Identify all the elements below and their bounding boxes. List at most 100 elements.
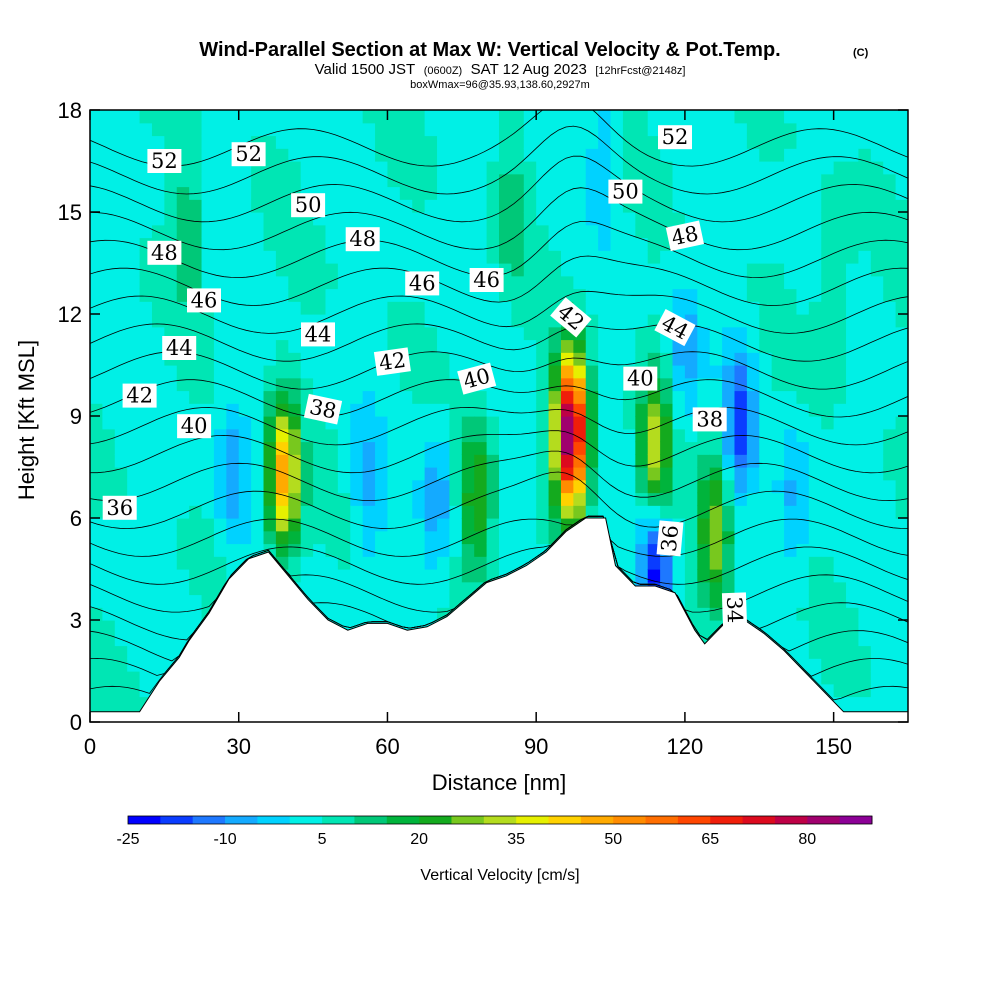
w-cell [796, 135, 810, 149]
w-cell [821, 186, 835, 200]
w-cell [511, 199, 525, 213]
w-cell [846, 530, 860, 545]
w-cell [201, 199, 215, 213]
w-cell [635, 339, 649, 353]
w-cell [213, 403, 227, 417]
w-cell [833, 428, 847, 443]
w-cell [808, 581, 822, 596]
w-cell [201, 518, 215, 532]
contour-label-text: 50 [612, 180, 639, 204]
w-cell [709, 135, 723, 149]
w-cell [821, 467, 835, 481]
contour-label-box [623, 366, 658, 391]
w-cell [102, 161, 116, 175]
w-cell [560, 365, 574, 379]
w-cell [622, 212, 636, 226]
w-cell [102, 658, 116, 672]
contour-label: 40 [457, 362, 497, 395]
contour-label-box [405, 271, 440, 296]
w-cell [127, 122, 141, 137]
w-cell [201, 212, 215, 226]
w-cell [275, 518, 289, 532]
w-cell [573, 377, 587, 392]
w-cell [833, 365, 847, 379]
w-cell [895, 275, 908, 290]
w-cell [375, 326, 389, 341]
w-cell [164, 212, 178, 226]
w-cell [300, 377, 314, 392]
w-cell [486, 212, 500, 226]
contour-label-text: 42 [377, 348, 407, 375]
w-cell [300, 454, 314, 468]
w-cell [771, 543, 785, 557]
w-cell [499, 110, 512, 124]
w-cell [139, 581, 153, 596]
w-cell [201, 326, 215, 341]
w-cell [127, 416, 141, 430]
w-cell [300, 301, 314, 315]
w-cell [213, 110, 227, 124]
w-cell [114, 620, 128, 634]
w-cell [325, 288, 339, 302]
w-cell [238, 377, 252, 392]
w-cell [722, 352, 736, 366]
w-cell [213, 224, 227, 239]
w-cell [883, 314, 897, 328]
w-cell [846, 263, 860, 277]
w-cell [275, 365, 289, 379]
w-cell [499, 390, 512, 404]
w-cell [176, 530, 190, 545]
w-cell [499, 212, 512, 226]
w-cell [114, 683, 128, 698]
w-cell [251, 212, 265, 226]
w-cell [226, 301, 240, 315]
w-cell [759, 543, 773, 557]
w-cell [288, 110, 302, 124]
w-cell [499, 135, 512, 149]
w-cell [796, 416, 810, 430]
w-cell [300, 416, 314, 430]
contour-label: 42 [122, 383, 157, 408]
w-cell [275, 148, 289, 162]
w-cell [622, 110, 636, 124]
w-cell [275, 467, 289, 481]
w-cell [660, 148, 674, 162]
w-cell [424, 518, 438, 532]
contour-label-text: 44 [166, 336, 193, 360]
w-cell [709, 237, 723, 251]
w-cell [585, 224, 599, 239]
w-cell [449, 467, 463, 481]
theta-contour [90, 515, 908, 585]
w-cell [412, 352, 426, 366]
w-cell [610, 161, 624, 175]
w-cell [213, 365, 227, 379]
w-cell [796, 645, 810, 659]
w-cell [560, 110, 574, 124]
w-cell [263, 314, 277, 328]
w-cell [895, 518, 908, 532]
w-cell [722, 479, 736, 494]
colorbar-swatch [192, 816, 226, 824]
w-cell [337, 326, 351, 341]
w-cell [709, 441, 723, 455]
w-cell [870, 454, 884, 468]
w-cell [870, 212, 884, 226]
w-cell [238, 186, 252, 200]
w-cell [350, 569, 364, 583]
w-cell [486, 428, 500, 443]
w-cell [709, 518, 723, 532]
w-cell [808, 441, 822, 455]
w-cell [375, 441, 389, 455]
w-cell [189, 314, 203, 328]
w-cell [511, 492, 525, 506]
w-cell [511, 505, 525, 519]
w-cell [176, 288, 190, 302]
w-cell [759, 441, 773, 455]
w-cell [647, 530, 661, 545]
w-cell [821, 518, 835, 532]
w-cell [412, 454, 426, 468]
w-cell [821, 632, 835, 647]
w-cell [734, 441, 748, 455]
w-cell [883, 263, 897, 277]
w-cell [858, 594, 872, 608]
